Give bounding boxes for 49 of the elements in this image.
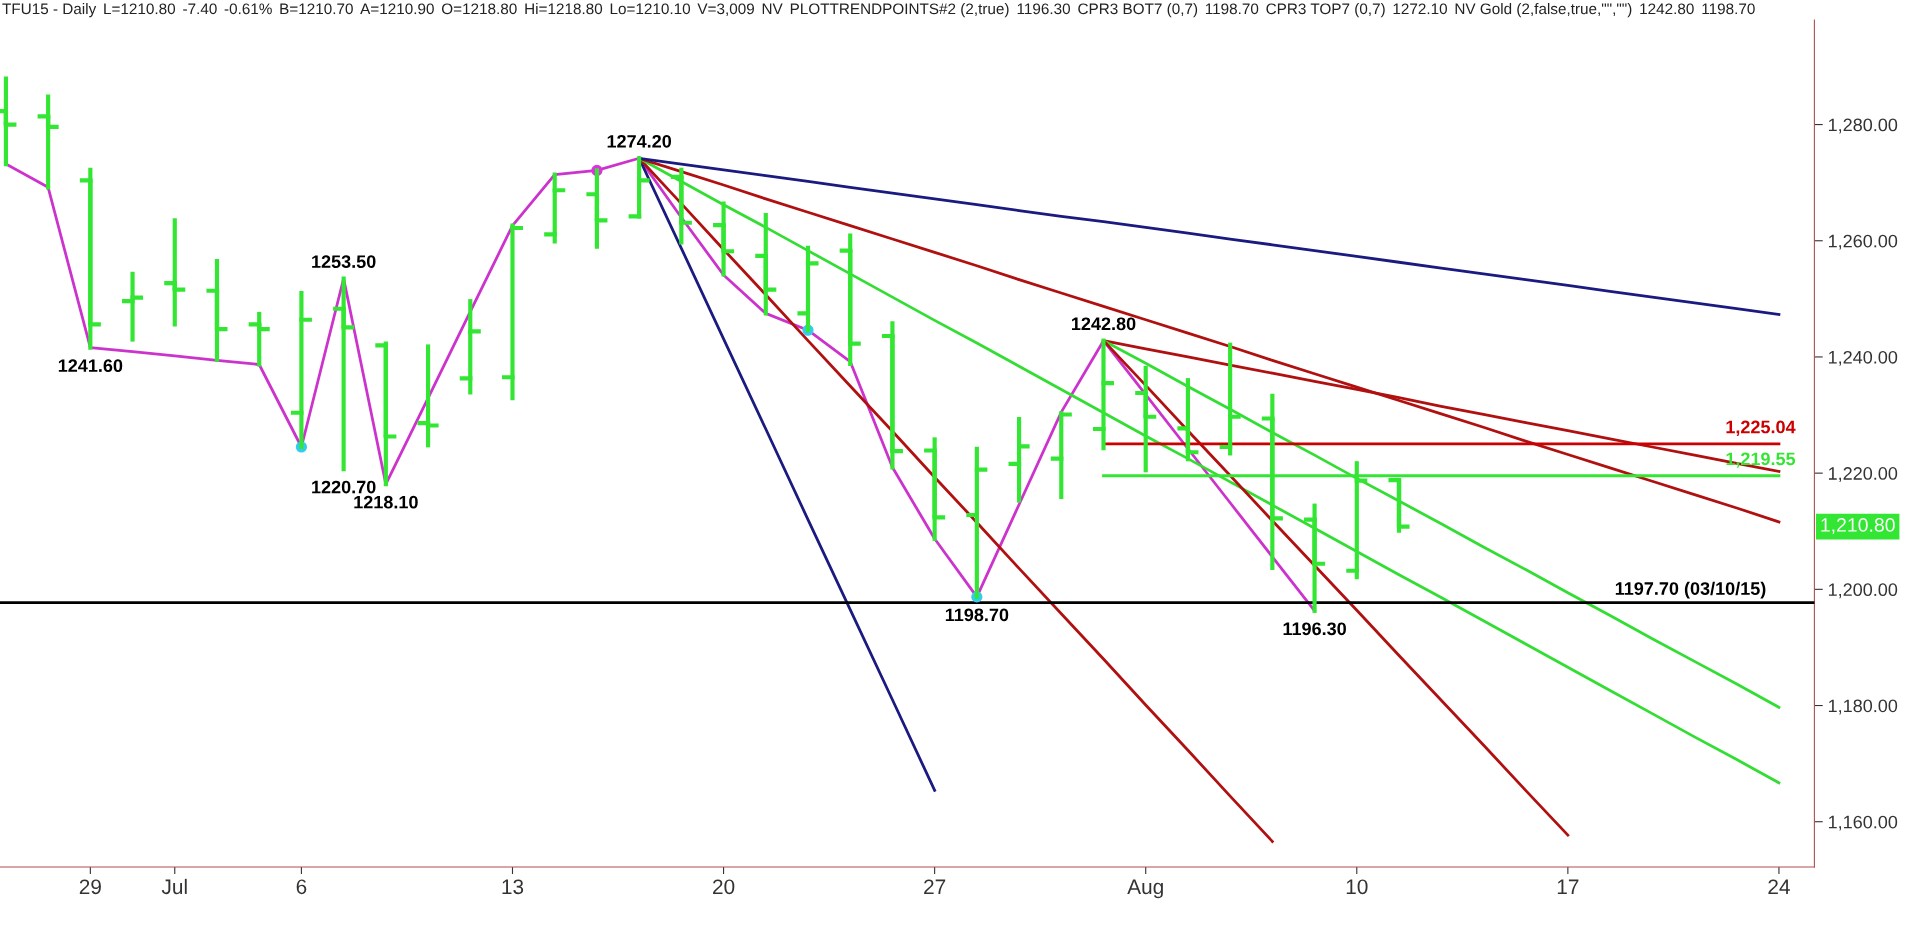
annotation: 1274.20 [607, 134, 672, 148]
text: Lo=1210.10 [610, 3, 691, 15]
text: O=1218.80 [441, 3, 517, 15]
x-tick-label: 13 [502, 879, 524, 895]
x-tick-label: 10 [1346, 879, 1368, 895]
text: -0.61% [224, 3, 272, 15]
annotation: 1253.50 [312, 255, 376, 269]
x-tick-label: 17 [1557, 879, 1579, 894]
text: A=1210.90 [360, 3, 434, 15]
y-tick-label: 1,220.00 [1828, 467, 1898, 482]
text: PLOTTRENDPOINTS#2 (2,true) [790, 3, 1009, 18]
text: 1,210.80 [1821, 518, 1895, 535]
y-tick-label: 1,180.00 [1828, 699, 1898, 715]
y-tick-label: 1,160.00 [1828, 815, 1898, 831]
text: 1198.70 [1702, 3, 1755, 15]
text: 1198.70 [1205, 3, 1259, 15]
text: L=1210.80 [104, 3, 176, 15]
y-tick-label: 1,200.00 [1828, 583, 1898, 599]
annotation: 1241.60 [58, 359, 123, 373]
text: 1196.30 [1017, 3, 1070, 15]
y-tick-label: 1,240.00 [1828, 350, 1898, 366]
ref-line-label: 1197.70 (03/10/15) [1615, 581, 1766, 599]
text: CPR3 BOT7 (0,7) [1078, 3, 1198, 18]
y-tick-label: 1,260.00 [1828, 234, 1898, 250]
y-tick-label: 1,280.00 [1828, 118, 1898, 134]
annotation: 1220.70 [312, 480, 376, 494]
data-label: 1,219.55 [1726, 452, 1796, 468]
text: NV Gold (2,false,true,"","") [1455, 3, 1632, 18]
x-tick-label: 20 [713, 879, 735, 895]
text: -7.40 [183, 3, 217, 15]
data-label: 1,225.04 [1726, 420, 1796, 436]
text: 1272.10 [1393, 3, 1447, 15]
text: CPR3 TOP7 (0,7) [1266, 3, 1385, 18]
annotation: 1198.70 [945, 608, 1009, 622]
text: B=1210.70 [280, 3, 353, 15]
x-tick-label: Aug [1127, 879, 1163, 899]
annotation: 1242.80 [1072, 317, 1136, 331]
x-tick-label: 29 [79, 879, 101, 895]
x-tick-label: 27 [924, 879, 946, 894]
x-tick-label: 6 [296, 879, 307, 895]
text: Hi=1218.80 [525, 3, 603, 15]
annotation: 1218.10 [354, 495, 418, 509]
x-tick-label: 24 [1768, 879, 1790, 894]
annotation: 1196.30 [1283, 622, 1346, 636]
text: 1242.80 [1640, 3, 1694, 15]
x-tick-label: Jul [161, 878, 187, 895]
text: V=3,009 [697, 3, 754, 17]
text: TFU15 - Daily [2, 3, 97, 18]
text: NV [762, 3, 783, 15]
